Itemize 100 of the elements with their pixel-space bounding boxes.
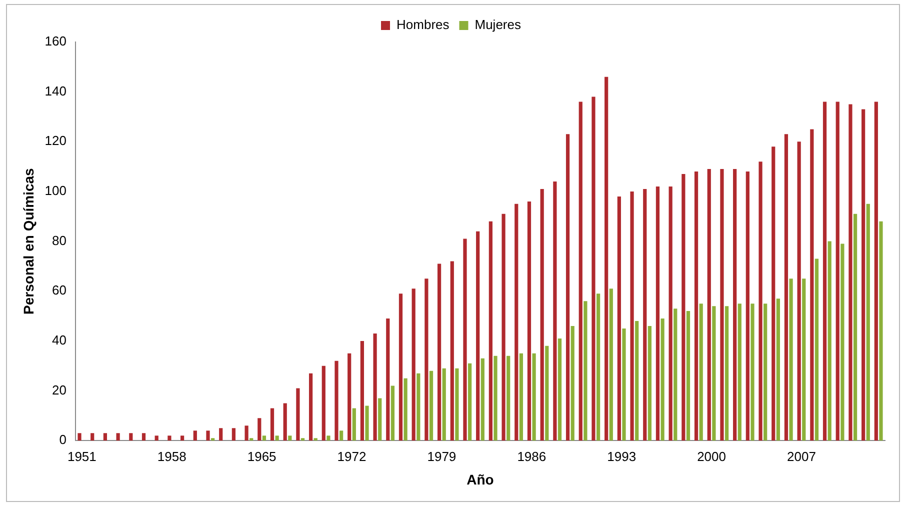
bar (648, 326, 652, 441)
bar (211, 438, 215, 441)
bar (532, 353, 536, 441)
bar (879, 221, 883, 441)
bar (609, 288, 613, 441)
bar (502, 214, 506, 441)
bar (300, 438, 305, 441)
bar (674, 308, 678, 441)
x-tick-label: 1965 (247, 448, 276, 464)
bar (283, 403, 287, 441)
bar (527, 201, 532, 441)
bar (604, 76, 608, 441)
bar (764, 304, 768, 441)
bar (862, 109, 866, 441)
bar (404, 378, 408, 441)
bar (558, 338, 562, 441)
bar (416, 373, 420, 441)
bar (322, 366, 326, 441)
x-tick-label: 1979 (427, 448, 456, 464)
bar (262, 436, 266, 441)
bar (270, 408, 274, 441)
bar (129, 433, 133, 441)
bar (250, 438, 254, 441)
bar (519, 353, 524, 441)
bar (617, 196, 621, 441)
y-tick-label: 40 (52, 332, 66, 348)
bar (699, 304, 703, 441)
bar (258, 418, 262, 441)
bar (90, 433, 94, 441)
bar (180, 436, 184, 441)
bar (712, 306, 716, 441)
y-tick-label: 20 (52, 382, 66, 398)
bar (584, 301, 588, 441)
x-tick-label: 1972 (337, 448, 366, 464)
x-tick-label: 2007 (787, 448, 816, 464)
bar (733, 169, 737, 441)
bar (442, 368, 446, 441)
bar (682, 174, 686, 441)
bar (797, 142, 801, 441)
bar (694, 172, 698, 441)
bar (814, 258, 819, 441)
bar (596, 294, 600, 441)
bar (802, 278, 806, 441)
x-axis-title: Año (466, 471, 494, 488)
bar (506, 356, 510, 441)
bar (244, 426, 248, 441)
bar (789, 278, 793, 441)
x-tick-label: 1951 (67, 448, 96, 464)
bar (373, 333, 377, 441)
y-axis-title: Personal en Químicas (20, 168, 36, 314)
bar (553, 182, 557, 441)
bar (545, 346, 549, 441)
bar (724, 306, 729, 441)
bar (360, 340, 364, 441)
bar (853, 214, 858, 441)
bar (866, 204, 870, 441)
bar (848, 104, 852, 441)
bar (168, 436, 172, 441)
bar (232, 428, 236, 441)
bar (390, 386, 395, 441)
bar (206, 430, 210, 441)
y-tick-label: 140 (44, 83, 66, 98)
bar (326, 436, 330, 441)
bar (340, 430, 344, 441)
x-tick-label: 1958 (157, 448, 186, 464)
bar (822, 102, 827, 441)
bar (622, 328, 626, 441)
bar (540, 188, 544, 441)
bar (660, 318, 664, 441)
bar (686, 311, 690, 441)
bar (103, 433, 108, 441)
bar (288, 436, 292, 441)
bar (578, 102, 582, 441)
bar (836, 102, 840, 441)
bar (630, 191, 634, 441)
bar (429, 370, 434, 441)
bar (488, 221, 492, 441)
bar (398, 294, 403, 441)
y-tick-label: 80 (52, 232, 66, 248)
bar (592, 96, 596, 441)
bar (570, 326, 574, 441)
legend-label: Hombres (396, 17, 450, 32)
bar (78, 433, 82, 441)
bar (738, 304, 742, 441)
bar (386, 318, 390, 441)
bar (352, 408, 356, 441)
bar (480, 358, 484, 441)
y-tick-label: 60 (52, 282, 66, 298)
bar (455, 368, 459, 441)
bar (784, 134, 788, 441)
bar (476, 231, 480, 441)
bar (772, 146, 776, 441)
bar (348, 353, 352, 441)
bar (776, 298, 780, 441)
bar (828, 241, 832, 441)
x-tick-label: 1993 (607, 448, 636, 464)
bar (810, 129, 814, 441)
y-tick-label: 120 (44, 133, 66, 148)
bar (378, 398, 382, 441)
y-tick-label: 160 (44, 34, 66, 49)
